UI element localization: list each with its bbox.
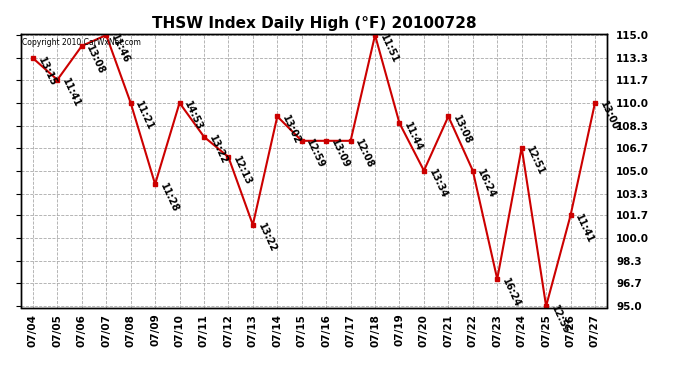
Text: 13:22: 13:22 <box>255 222 278 254</box>
Text: 12:59: 12:59 <box>304 138 326 170</box>
Text: 11:21: 11:21 <box>133 100 156 132</box>
Text: 16:24: 16:24 <box>475 168 497 200</box>
Text: 11:41: 11:41 <box>573 213 595 245</box>
Text: 13:08: 13:08 <box>85 43 107 76</box>
Text: 13:15: 13:15 <box>36 56 58 88</box>
Text: 13:34: 13:34 <box>426 168 449 200</box>
Text: 13:00: 13:00 <box>598 100 620 132</box>
Text: 12:13: 12:13 <box>231 154 253 187</box>
Text: 11:51: 11:51 <box>378 32 400 64</box>
Text: 11:28: 11:28 <box>158 182 180 214</box>
Text: 11:41: 11:41 <box>60 77 82 110</box>
Text: 13:22: 13:22 <box>207 134 229 166</box>
Text: 12:08: 12:08 <box>353 138 375 171</box>
Text: Copyright 2010 CarWxNet.com: Copyright 2010 CarWxNet.com <box>22 38 141 47</box>
Text: 12:51: 12:51 <box>524 145 546 177</box>
Text: 14:53: 14:53 <box>182 100 204 132</box>
Text: 13:09: 13:09 <box>329 138 351 170</box>
Title: THSW Index Daily High (°F) 20100728: THSW Index Daily High (°F) 20100728 <box>152 16 476 31</box>
Text: 16:24: 16:24 <box>500 276 522 309</box>
Text: 11:46: 11:46 <box>109 32 131 64</box>
Text: 13:08: 13:08 <box>451 114 473 146</box>
Text: 13:02: 13:02 <box>280 114 302 146</box>
Text: 12:55: 12:55 <box>549 303 571 336</box>
Text: 11:44: 11:44 <box>402 120 424 153</box>
